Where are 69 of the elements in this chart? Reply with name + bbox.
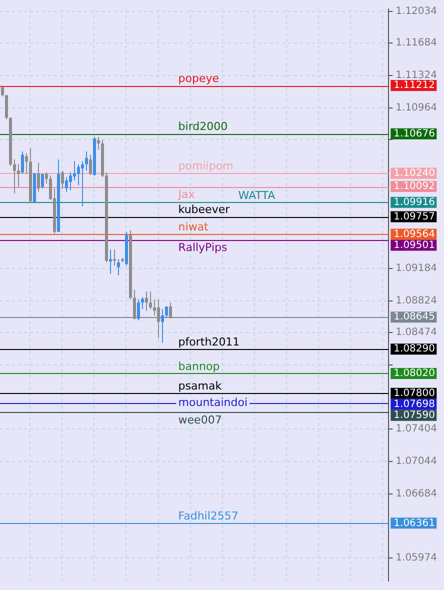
ref-line-label: psamak xyxy=(178,380,222,393)
candlestick xyxy=(45,172,48,184)
y-tick-label: 1.11324 xyxy=(396,70,438,81)
ref-line-label: bird2000 xyxy=(178,120,228,134)
candlestick xyxy=(145,290,148,312)
y-tick-label: 1.05974 xyxy=(396,552,438,564)
candlestick xyxy=(133,289,136,320)
y-tick-label: 1.12034 xyxy=(396,6,438,17)
y-tick-label: 1.11684 xyxy=(396,38,438,49)
y-tick-label: 1.07698 xyxy=(394,398,436,410)
candlestick xyxy=(113,249,116,266)
candlestick xyxy=(69,172,72,191)
y-tick-label: 1.08020 xyxy=(394,368,436,380)
candlestick xyxy=(1,85,4,98)
candlestick xyxy=(141,296,144,310)
candlestick xyxy=(149,290,152,310)
y-tick-label: 1.07590 xyxy=(394,410,436,421)
y-tick-label: 1.10676 xyxy=(394,128,436,140)
y-tick-label: 1.06684 xyxy=(396,488,438,500)
ref-line-label: kubeever xyxy=(178,203,230,216)
candlestick xyxy=(21,150,24,174)
ref-line-label: pomiipom xyxy=(178,160,234,173)
candlestick xyxy=(73,160,76,181)
candlestick xyxy=(157,298,160,339)
y-tick-label: 1.09184 xyxy=(396,263,438,274)
ref-line-label: pforth2011 xyxy=(178,335,240,348)
ref-line-label: WATTA xyxy=(238,188,276,202)
candlestick xyxy=(5,94,8,120)
candlestick xyxy=(13,158,16,194)
candlestick xyxy=(77,164,80,186)
candlestick xyxy=(109,249,112,274)
candlestick xyxy=(65,176,68,192)
candlestick xyxy=(161,308,164,344)
y-tick-label: 1.10964 xyxy=(396,102,438,114)
ref-line-label: bannop xyxy=(178,360,220,373)
y-tick-label: 1.08645 xyxy=(394,312,436,323)
ref-line-label: popeye xyxy=(178,72,220,85)
ref-line-label: Fadhil2557 xyxy=(178,510,238,523)
y-tick-label: 1.08290 xyxy=(394,344,436,355)
candlestick xyxy=(89,154,92,176)
y-tick-label: 1.11212 xyxy=(394,80,436,92)
y-tick-label: 1.07404 xyxy=(396,424,438,435)
y-tick-label: 1.09916 xyxy=(394,197,436,208)
ref-line-label: RallyPips xyxy=(178,241,228,254)
candlestick xyxy=(41,173,44,189)
y-tick-label: 1.08824 xyxy=(396,296,438,307)
candlestick xyxy=(169,302,172,319)
candlestick xyxy=(85,150,88,172)
candlestick xyxy=(97,136,100,150)
candlestick xyxy=(137,298,140,321)
y-tick-label: 1.10092 xyxy=(394,181,436,192)
y-tick-label: 1.09501 xyxy=(394,240,436,251)
y-tick-label: 1.06361 xyxy=(394,518,436,529)
ref-line-label: wee007 xyxy=(178,414,222,427)
y-tick-label: 1.07800 xyxy=(394,388,436,399)
candlestick xyxy=(37,162,40,192)
ref-line-label: niwat xyxy=(178,220,210,234)
candlestick xyxy=(17,164,20,188)
y-tick-label: 1.09757 xyxy=(394,211,436,222)
ref-line-label: Jax xyxy=(177,188,196,201)
ref-line-label: mountaindoi xyxy=(178,396,248,409)
y-tick-label: 1.07044 xyxy=(396,456,438,468)
candlestick xyxy=(25,152,28,174)
candlestick xyxy=(61,170,64,189)
candlestick xyxy=(117,258,120,276)
candlestick xyxy=(81,160,84,207)
y-tick-label: 1.09564 xyxy=(394,228,436,240)
y-tick-label: 1.08474 xyxy=(396,327,438,338)
y-tick-label: 1.10240 xyxy=(394,168,436,179)
